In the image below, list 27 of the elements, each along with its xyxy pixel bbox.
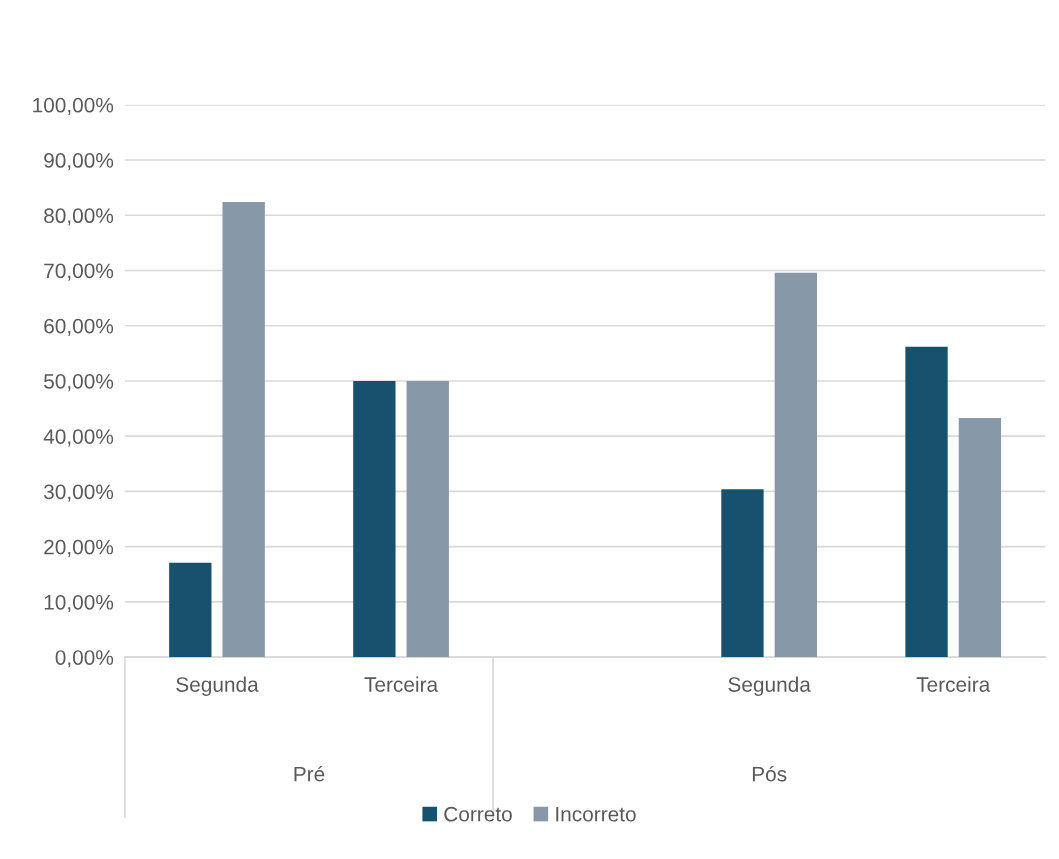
bar <box>905 346 948 658</box>
y-tick-label: 40,00% <box>43 429 114 447</box>
x-tick-label: Terceira <box>364 676 439 692</box>
bar <box>958 417 1002 658</box>
y-tick-label: 0,00% <box>55 650 114 668</box>
x-tick-label: Terceira <box>916 676 991 692</box>
y-tick-label: 10,00% <box>44 594 114 613</box>
bar <box>353 380 396 658</box>
text: Pós <box>752 765 787 782</box>
legend-label: Incorreto <box>556 807 636 822</box>
x-tick-label: Segunda <box>176 676 259 696</box>
bar <box>406 380 449 658</box>
text: Pré <box>294 765 325 782</box>
y-tick-label: 80,00% <box>44 208 114 226</box>
bar <box>222 202 265 658</box>
y-tick-label: 100,00% <box>33 97 114 116</box>
legend-label: Correto <box>444 806 512 822</box>
bar <box>721 489 764 658</box>
y-tick-label: 20,00% <box>44 539 114 557</box>
bar <box>774 272 818 658</box>
x-tick-label: Segunda <box>728 676 811 696</box>
y-tick-label: 30,00% <box>43 484 114 502</box>
y-tick-label: 90,00% <box>44 153 114 171</box>
y-tick-label: 60,00% <box>44 318 114 336</box>
y-tick-label: 70,00% <box>44 263 114 281</box>
y-tick-label: 50,00% <box>44 373 114 392</box>
bar <box>169 562 212 658</box>
